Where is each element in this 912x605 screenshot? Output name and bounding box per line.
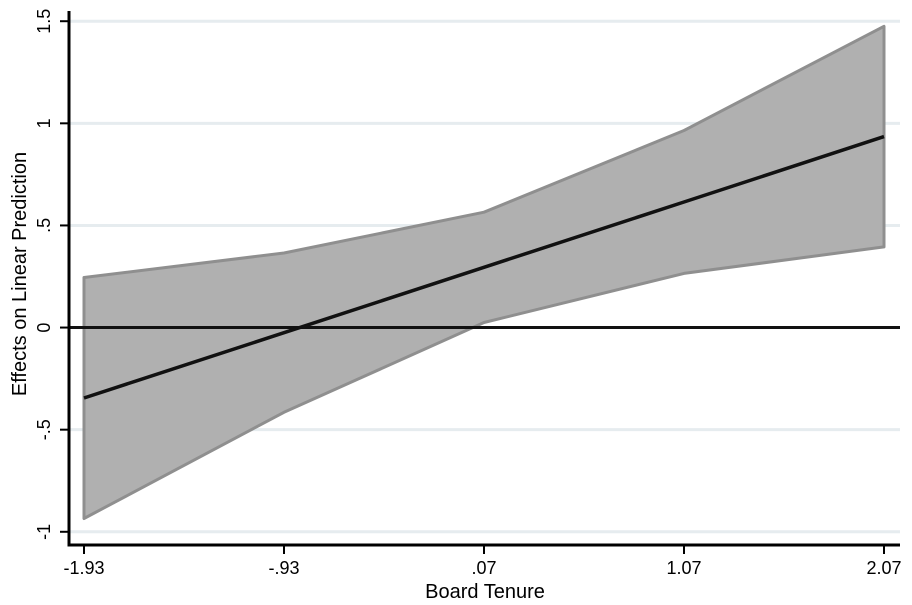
x-tick-label-2: .07	[471, 558, 496, 578]
x-tick-label-0: -1.93	[63, 558, 104, 578]
confidence-band-layer	[82, 24, 886, 520]
y-tick-label-1: -.5	[34, 419, 54, 440]
x-axis-title: Board Tenure	[425, 581, 545, 603]
x-tick-label-1: -.93	[268, 558, 299, 578]
y-tick-label-0: -1	[34, 524, 54, 540]
confidence-band	[82, 24, 886, 520]
x-tick-label-3: 1.07	[666, 558, 701, 578]
x-axis-ticks: -1.93 -.93 .07 1.07 2.07	[63, 545, 902, 578]
y-tick-label-3: .5	[34, 218, 54, 233]
y-tick-label-5: 1.5	[34, 9, 54, 34]
y-axis-title: Effects on Linear Prediction	[9, 152, 31, 396]
y-tick-label-2: 0	[34, 323, 54, 333]
y-tick-label-4: 1	[34, 118, 54, 128]
x-tick-label-4: 2.07	[866, 558, 901, 578]
prediction-line-0	[83, 134, 885, 400]
y-axis-ticks: -1 -.5 0 .5 1 1.5	[34, 9, 69, 540]
prediction-line-layer	[83, 134, 885, 400]
